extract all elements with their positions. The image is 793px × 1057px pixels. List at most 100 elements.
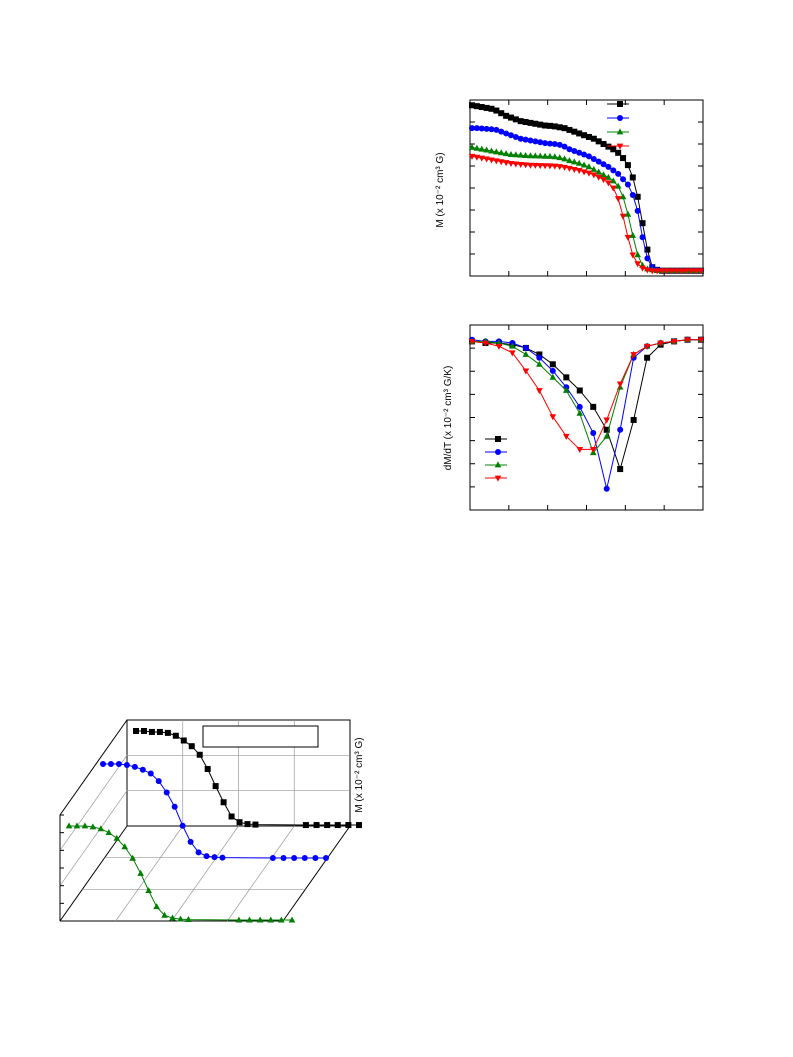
data-point [673,268,680,275]
data-point [585,153,592,160]
data-point [81,822,89,829]
data-point [549,361,556,368]
data-point [629,174,636,181]
data-point [164,729,171,736]
data-point [469,125,475,132]
data-point [546,140,553,147]
data-point [549,373,557,380]
grid-line [59,790,128,886]
data-point [503,130,510,137]
data-point [507,114,514,121]
magnetization-legend [607,101,629,150]
data-point [177,915,184,922]
data-point [196,751,203,758]
grid-line [59,755,128,851]
data-point [563,374,570,381]
data-point [590,165,598,172]
data-point [546,163,554,170]
waterfall-grid [59,719,351,922]
series-line [136,730,359,826]
data-point [211,854,218,861]
data-point [541,163,549,170]
data-point [517,162,525,169]
series-line [472,127,701,272]
data-point [571,148,578,155]
data-point [291,855,298,862]
data-point [468,338,476,345]
data-point [668,268,676,275]
data-point [692,268,700,275]
derivative-legend-entry [485,436,507,442]
waterfall-panel: M (x 10⁻² cm³ G) [59,719,365,923]
data-point [527,119,534,126]
series-line [471,339,701,489]
data-point [495,343,503,350]
data-point [663,268,671,275]
data-point [590,430,597,437]
series-triangle-down [468,153,705,275]
data-point [556,154,564,161]
data-point [469,102,475,109]
grid-line [115,825,184,922]
data-point [536,152,544,159]
data-point [644,246,651,253]
series-triangle-down [468,337,705,454]
waterfall-series-square [133,728,362,829]
data-point [590,172,598,179]
data-point [121,843,129,850]
data-point [512,151,520,158]
data-point [551,153,559,160]
data-point [629,192,636,199]
data-point [195,849,202,856]
grid-line [171,825,239,922]
data-point [493,158,500,165]
data-point [278,916,285,923]
derivative-y-axis-label: dM/dT (x 10⁻² cm³ G/K) [443,366,454,471]
data-point [610,167,617,174]
data-point [600,141,607,147]
series-line [69,825,292,921]
data-point [473,144,481,151]
series-triangle-up [468,143,705,274]
data-point [171,803,178,810]
magnetization-legend-entry [607,115,629,121]
data-point [73,822,81,829]
magnetization-plot-frame [469,99,704,277]
data-point [532,162,539,169]
data-point [324,822,331,829]
data-point [507,150,515,157]
waterfall-series-circle [100,761,329,862]
data-point [603,485,610,492]
data-point [561,143,568,150]
data-point [509,342,516,349]
data-point [556,164,564,171]
data-point [468,153,476,160]
data-point [657,340,664,347]
data-point [473,103,480,110]
data-point [629,252,637,259]
data-point [188,743,195,750]
data-point [566,165,573,172]
data-point [267,916,275,923]
derivative-legend [485,436,507,482]
data-point [527,137,534,144]
data-point [576,409,584,416]
floor-right-edge [282,825,351,922]
data-point [561,125,568,132]
data-point [488,157,495,164]
magnetization-panel: M (x 10⁻² cm³ G) [435,99,705,277]
data-point [498,110,505,117]
data-point [100,761,106,767]
data-point [169,914,176,921]
data-point [522,368,530,375]
data-point [280,855,287,862]
data-point [483,125,490,132]
data-point [334,822,341,829]
floor-left-edge [59,825,128,922]
data-point [478,155,486,162]
data-point [301,855,308,862]
data-point [562,433,570,440]
data-point [156,728,163,735]
magnetization-series-group [468,102,705,275]
data-point [566,146,573,153]
